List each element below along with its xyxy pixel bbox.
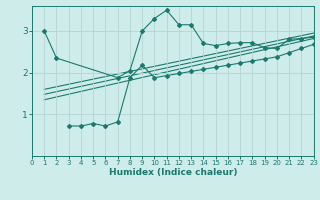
X-axis label: Humidex (Indice chaleur): Humidex (Indice chaleur) <box>108 168 237 177</box>
